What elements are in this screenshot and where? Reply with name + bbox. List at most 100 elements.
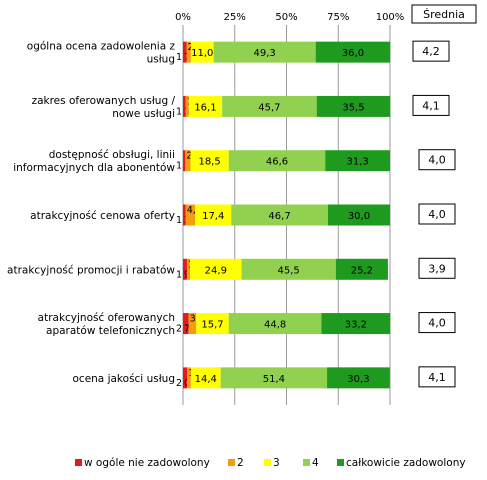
data-label: 17,4 xyxy=(202,211,224,222)
data-label: 14,4 xyxy=(195,374,217,385)
legend-swatch xyxy=(337,459,344,466)
data-label: 2 xyxy=(176,324,182,335)
data-label: 46,7 xyxy=(268,211,290,222)
data-label: 1 xyxy=(176,269,182,280)
legend-swatch xyxy=(228,459,235,466)
category-label: atrakcyjność oferowanych xyxy=(38,312,175,324)
average-value: 4,1 xyxy=(428,371,446,384)
category-label: aparatów telefonicznych xyxy=(46,325,175,337)
data-label: 36,0 xyxy=(342,48,364,59)
category-label: nowe usługi xyxy=(112,108,175,120)
bar-segment xyxy=(231,204,328,226)
data-label: 1 xyxy=(176,215,182,226)
bar-segment xyxy=(190,258,242,280)
data-label: 45,7 xyxy=(258,102,280,113)
data-label: 1 xyxy=(176,106,182,117)
legend-label: 3 xyxy=(273,457,280,469)
average-box xyxy=(418,203,456,225)
bar-segment xyxy=(183,204,186,226)
data-label: 18,5 xyxy=(198,157,220,168)
category-label: dostępność obsługi, linii xyxy=(49,149,175,161)
bar-segment xyxy=(185,95,189,117)
category-label: informacyjnych dla abonentów xyxy=(13,162,175,174)
bar-segment xyxy=(220,367,328,389)
average-value: 3,9 xyxy=(428,262,446,275)
legend-swatch xyxy=(303,459,310,466)
category-label: atrakcyjność promocji i rabatów xyxy=(7,264,175,276)
category-label: ocena jakości usług xyxy=(73,373,176,385)
bar-segment xyxy=(183,150,186,172)
bar-segment xyxy=(185,204,196,226)
data-label: 7 xyxy=(184,324,190,335)
average-header-box xyxy=(411,4,477,24)
average-header: Średnia xyxy=(423,8,465,21)
data-label: 1 xyxy=(176,161,182,172)
bar-segment xyxy=(186,41,191,63)
x-tick-label: 25% xyxy=(224,12,246,23)
bar-segment xyxy=(213,41,316,63)
x-tick-label: 100% xyxy=(376,12,405,23)
x-tick-label: 75% xyxy=(327,12,349,23)
bar-segment xyxy=(327,204,390,226)
legend-label: całkowicie zadowolony xyxy=(346,457,466,469)
data-label: 16,1 xyxy=(194,102,216,113)
bar-segment xyxy=(222,95,317,117)
bar-segment xyxy=(185,150,191,172)
bar-segment xyxy=(190,41,214,63)
data-label: 35,5 xyxy=(342,102,364,113)
bar-segment xyxy=(228,313,322,335)
average-box xyxy=(418,149,456,171)
data-label: 30,0 xyxy=(348,211,370,222)
bar-segment xyxy=(321,313,391,335)
bar-segment xyxy=(183,41,187,63)
bar-segment xyxy=(190,367,221,389)
bar-segment xyxy=(327,367,390,389)
data-label: 33,2 xyxy=(345,320,367,331)
data-label: 44,8 xyxy=(264,320,286,331)
legend-label: 4 xyxy=(312,457,319,469)
bar-segment xyxy=(183,95,186,117)
category-label: zakres oferowanych usług / xyxy=(32,95,176,107)
bar-segment xyxy=(196,313,229,335)
bar-segment xyxy=(187,367,191,389)
bar-segment xyxy=(315,41,391,63)
average-box xyxy=(418,257,456,279)
average-value: 4,0 xyxy=(428,317,446,330)
bar-segment xyxy=(183,313,189,335)
data-label: 15,7 xyxy=(201,320,223,331)
category-label: usług xyxy=(147,54,175,66)
bar-segment xyxy=(316,95,391,117)
average-box xyxy=(418,312,456,334)
average-box xyxy=(418,366,456,388)
data-label: 46,6 xyxy=(266,157,288,168)
bar-segment xyxy=(325,150,390,172)
bar-segment xyxy=(241,258,336,280)
bar-segment xyxy=(228,150,326,172)
data-label: 25,2 xyxy=(351,265,373,276)
data-label: 31,3 xyxy=(346,157,368,168)
average-value: 4,0 xyxy=(428,208,446,221)
data-label: 51,4 xyxy=(263,374,285,385)
data-label: 1 xyxy=(176,52,182,63)
bar-segment xyxy=(195,204,232,226)
data-label: 30,3 xyxy=(347,374,369,385)
data-label: 4,6 xyxy=(187,205,202,216)
bar-segment xyxy=(188,95,223,117)
average-value: 4,0 xyxy=(428,154,446,167)
bar-segment xyxy=(183,367,188,389)
bar-segment xyxy=(183,258,187,280)
category-label: ogólna ocena zadowolenia z xyxy=(27,41,176,53)
x-tick-label: 50% xyxy=(275,12,297,23)
bar-segment xyxy=(190,150,229,172)
data-label: 49,3 xyxy=(254,48,276,59)
data-label: 45,5 xyxy=(278,265,300,276)
legend-swatch xyxy=(264,459,271,466)
data-label: 11,0 xyxy=(191,48,213,59)
bar-segment xyxy=(188,313,197,335)
legend-label: 2 xyxy=(237,457,244,469)
data-label: 0 xyxy=(184,378,190,389)
category-label: atrakcyjność cenowa oferty xyxy=(30,210,175,222)
average-value: 4,1 xyxy=(422,99,440,112)
bar-segment xyxy=(186,258,191,280)
